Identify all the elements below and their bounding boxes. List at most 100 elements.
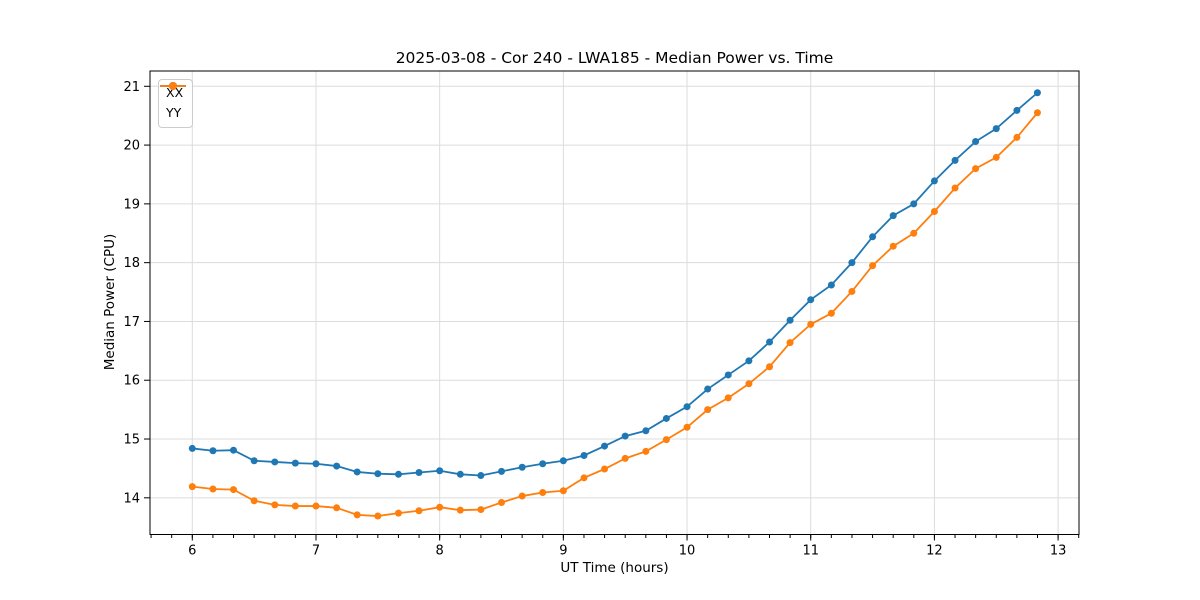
- series-xx-data-point: [333, 462, 341, 470]
- series-xx-data-point: [827, 281, 835, 289]
- y-tick-label: 16: [123, 374, 140, 389]
- series-xx-data-point: [848, 259, 856, 267]
- series-xx-data-point: [621, 432, 629, 440]
- series-xx-data-point: [229, 446, 237, 454]
- series-xx-data-point: [1033, 89, 1041, 97]
- x-tick-label: 9: [559, 544, 567, 559]
- y-tick-label: 19: [123, 197, 140, 212]
- series-xx-data-point: [992, 125, 1000, 133]
- x-tick-label: 7: [312, 544, 320, 559]
- series-xx-data-point: [786, 316, 794, 324]
- series-yy-data-point: [477, 506, 485, 514]
- series-xx-data-point: [642, 427, 650, 435]
- y-tick-label: 14: [123, 491, 140, 506]
- series-xx-data-point: [930, 177, 938, 185]
- series-yy-data-point: [972, 165, 980, 173]
- chart-title: 2025-03-08 - Cor 240 - LWA185 - Median P…: [395, 49, 834, 67]
- series-yy-data-point: [291, 502, 299, 510]
- x-tick-label: 12: [926, 544, 943, 559]
- series-yy-data-point: [642, 447, 650, 455]
- series-xx-data-point: [271, 458, 279, 466]
- series-yy-data-point: [827, 309, 835, 317]
- y-tick-label: 20: [123, 139, 140, 154]
- series-xx-data-point: [724, 371, 732, 379]
- y-tick-label: 18: [123, 256, 140, 271]
- legend-label-yy: YY: [166, 105, 182, 121]
- x-tick-label: 13: [1050, 544, 1067, 559]
- series-yy-data-point: [704, 406, 712, 414]
- series-yy-data-point: [621, 454, 629, 462]
- series-xx-data-point: [972, 138, 980, 146]
- yy-series-swatch-icon: [160, 82, 186, 90]
- series-yy-data-point: [1033, 109, 1041, 117]
- series-yy-data-point: [1013, 133, 1021, 141]
- series-yy-data-point: [209, 485, 217, 493]
- series-yy-data-point: [188, 483, 196, 491]
- legend-label-xx: XX: [166, 85, 184, 101]
- x-tick-label: 8: [436, 544, 444, 559]
- series-xx-data-point: [601, 442, 609, 450]
- series-xx-data-point: [704, 385, 712, 393]
- series-xx-data-point: [539, 460, 547, 468]
- plot-border: [149, 70, 1080, 535]
- legend-item-yy: YY: [160, 82, 186, 122]
- series-yy-data-point: [745, 380, 753, 388]
- series-xx-data-point: [456, 470, 464, 478]
- series-yy-data-point: [951, 184, 959, 192]
- series-xx-data-point: [353, 468, 361, 476]
- series-xx-data-point: [951, 156, 959, 164]
- series-yy-data-point: [374, 512, 382, 520]
- series-yy-data-point: [333, 504, 341, 512]
- series-xx-data-point: [889, 212, 897, 220]
- series-xx-data-point: [477, 471, 485, 479]
- series-xx-data-point: [1013, 106, 1021, 114]
- series-xx-data-point: [374, 470, 382, 478]
- series-xx-data-point: [415, 469, 423, 477]
- x-tick-label: 10: [679, 544, 696, 559]
- series-xx-data-point: [683, 403, 691, 411]
- series-xx-data-point: [498, 467, 506, 475]
- y-tick-label: 21: [123, 80, 140, 95]
- series-xx-data-point: [559, 457, 567, 465]
- series-yy-data-point: [910, 229, 918, 237]
- series-yy-data-point: [601, 465, 609, 473]
- series-yy-data-point: [498, 499, 506, 507]
- series-yy-data-point: [436, 503, 444, 511]
- y-axis-label: Median Power (CPU): [102, 233, 118, 371]
- series-yy-data-point: [415, 507, 423, 515]
- series-yy-data-point: [807, 320, 815, 328]
- series-xx-data-point: [250, 457, 258, 465]
- series-xx-data-point: [188, 444, 196, 452]
- series-xx-data-point: [394, 470, 402, 478]
- series-yy-data-point: [539, 489, 547, 497]
- series-xx-data-point: [580, 451, 588, 459]
- y-tick-label: 17: [123, 315, 140, 330]
- x-tick-label: 11: [802, 544, 819, 559]
- series-yy-data-point: [559, 487, 567, 495]
- series-xx-data-point: [869, 233, 877, 241]
- series-yy-line: [192, 112, 1039, 517]
- series-xx-data-point: [766, 338, 774, 346]
- series-xx-data-point: [662, 414, 670, 422]
- legend: XX YY: [158, 79, 194, 128]
- series-yy-data-point: [312, 502, 320, 510]
- series-yy-data-point: [889, 242, 897, 250]
- series-yy-data-point: [229, 486, 237, 494]
- series-xx-data-point: [209, 447, 217, 455]
- series-yy-data-point: [456, 506, 464, 514]
- series-yy-data-point: [683, 423, 691, 431]
- series-xx-data-point: [436, 467, 444, 475]
- series-yy-data-point: [518, 492, 526, 500]
- series-yy-data-point: [992, 153, 1000, 161]
- series-xx-data-point: [518, 463, 526, 471]
- series-yy-data-point: [250, 497, 258, 505]
- series-xx-data-point: [910, 200, 918, 208]
- series-yy-data-point: [580, 474, 588, 482]
- series-yy-data-point: [724, 394, 732, 402]
- series-xx-data-point: [312, 460, 320, 468]
- series-xx-data-point: [745, 357, 753, 365]
- series-yy-data-point: [869, 262, 877, 270]
- series-yy-data-point: [930, 208, 938, 216]
- x-axis-label: UT Time (hours): [560, 560, 669, 576]
- series-yy-data-point: [353, 511, 361, 519]
